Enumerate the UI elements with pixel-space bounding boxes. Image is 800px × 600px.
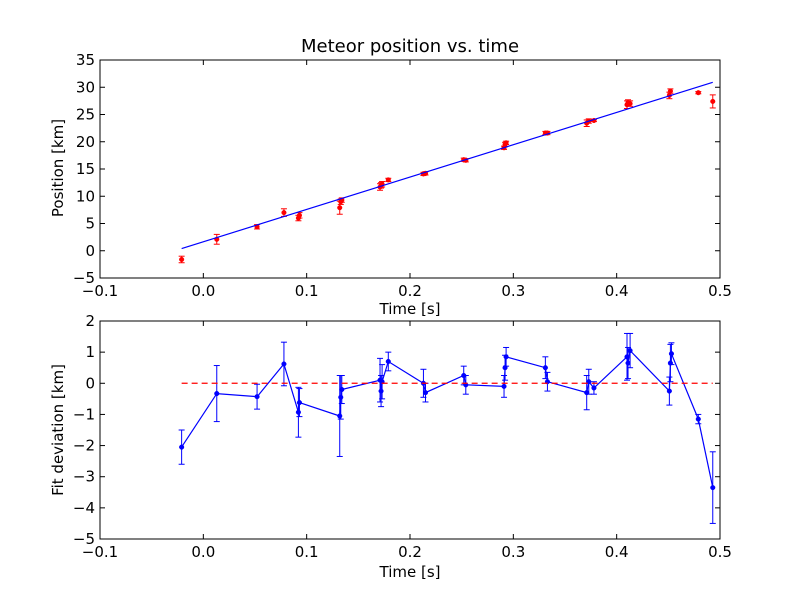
deviation-data-point [281, 361, 287, 367]
position-x-tick-label: 0.5 [708, 282, 732, 300]
position-x-tick-label: 0.0 [191, 282, 215, 300]
deviation-data-point [666, 388, 672, 394]
deviation-data-point [668, 351, 674, 357]
deviation-y-tick-label: 1 [85, 343, 95, 361]
position-data-point [627, 101, 633, 107]
deviation-x-tick-label: 0.1 [295, 543, 319, 561]
position-chart-plot-area: −0.1 0.0 0.1 0.2 0.3 0.4 0.5 −5 0 5 10 15 20 25 30 35 [73, 51, 732, 300]
position-data-point [503, 140, 509, 146]
position-fit-line [181, 81, 713, 250]
position-data-point [695, 90, 701, 96]
position-series-fit-line [181, 81, 713, 250]
deviation-data-point [542, 365, 548, 371]
deviation-x-tick-label: −0.1 [82, 543, 118, 561]
position-x-tick-label: −0.1 [82, 282, 118, 300]
position-y-tick-label: −5 [73, 269, 95, 287]
position-data-point [281, 210, 287, 216]
deviation-x-tick-label: 0.4 [605, 543, 629, 561]
deviation-x-tick-label: 0.3 [501, 543, 525, 561]
deviation-data-point [627, 348, 633, 354]
deviation-data-point [296, 400, 302, 406]
position-data-point [337, 205, 343, 211]
deviation-data-point [254, 394, 260, 400]
deviation-series-errorbar-line [178, 332, 716, 524]
deviation-data-point [179, 444, 185, 450]
position-y-tick-label: 0 [85, 242, 95, 260]
deviation-data-point [501, 383, 507, 389]
deviation-chart-x-label: Time [s] [379, 563, 441, 581]
deviation-data-point [338, 394, 344, 400]
position-data-point [179, 256, 185, 263]
position-y-tick-label: 35 [76, 51, 95, 69]
position-data-point [710, 98, 716, 104]
deviation-data-point [422, 390, 429, 396]
position-chart-y-label: Position [km] [49, 119, 67, 217]
deviation-data-point [214, 391, 220, 397]
deviation-data-point [710, 485, 716, 491]
deviation-chart-plot-area: −0.1 0.0 0.1 0.2 0.3 0.4 0.5 −5 −4 −3 −2 −1 0 1 2 [73, 312, 732, 561]
deviation-x-tick-label: 0.2 [398, 543, 422, 561]
deviation-data-point [695, 416, 701, 422]
position-x-tick-label: 0.4 [605, 282, 629, 300]
deviation-y-tick-label: −2 [73, 437, 95, 455]
deviation-x-tick-label: 0.0 [191, 543, 215, 561]
deviation-y-tick-label: 0 [85, 374, 95, 392]
position-x-tick-label: 0.1 [295, 282, 319, 300]
position-data-point [296, 212, 302, 218]
deviation-y-tick-label: 2 [85, 312, 95, 330]
deviation-data-point [591, 385, 597, 391]
deviation-data-point [385, 358, 391, 365]
deviation-data-point [295, 409, 301, 415]
position-y-tick-label: 30 [76, 78, 95, 96]
position-y-tick-label: 10 [76, 187, 95, 205]
position-y-tick-label: 15 [76, 160, 95, 178]
deviation-data-point [624, 354, 630, 360]
position-x-tick-label: 0.3 [501, 282, 525, 300]
deviation-data-point [503, 354, 509, 360]
position-y-tick-label: 20 [76, 133, 95, 151]
position-chart-title: Meteor position vs. time [301, 36, 519, 57]
deviation-y-tick-label: −5 [73, 530, 95, 548]
deviation-data-point [378, 388, 384, 394]
position-chart: Meteor position vs. time −0.1 0.0 0.1 0.2 0.… [49, 36, 732, 318]
position-data-point [667, 88, 673, 94]
position-chart-x-label: Time [s] [379, 300, 441, 318]
deviation-x-tick-label: 0.5 [708, 543, 732, 561]
deviation-chart-y-label: Fit deviation [km] [49, 364, 67, 496]
deviation-data-point [337, 413, 343, 419]
deviation-y-tick-label: −3 [73, 468, 95, 486]
position-data-point [385, 177, 391, 183]
deviation-y-tick-label: −1 [73, 405, 95, 423]
position-y-tick-label: 25 [76, 106, 95, 124]
deviation-y-tick-label: −4 [73, 499, 95, 517]
position-x-tick-label: 0.2 [398, 282, 422, 300]
deviation-chart: −0.1 0.0 0.1 0.2 0.3 0.4 0.5 −5 −4 −3 −2 −1 0 1 2 Time… [49, 312, 732, 581]
position-y-tick-label: 5 [85, 215, 95, 233]
deviation-data-point [339, 386, 345, 393]
